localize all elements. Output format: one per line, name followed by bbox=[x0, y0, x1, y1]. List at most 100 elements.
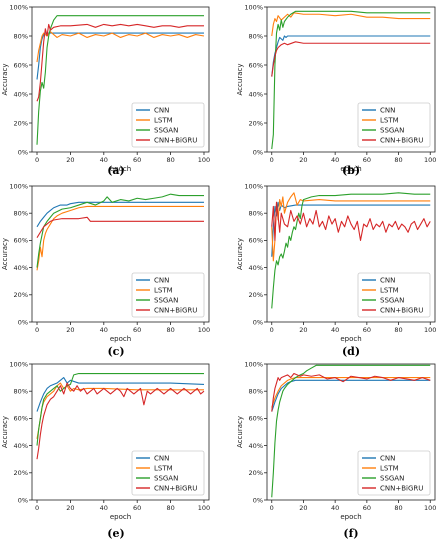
legend-box bbox=[131, 102, 205, 148]
y-tick-label: 0% bbox=[253, 318, 263, 326]
legend-box bbox=[131, 272, 205, 318]
panel-label: (e) bbox=[107, 527, 124, 540]
y-tick-label: 0% bbox=[253, 148, 263, 156]
chart-panel-1: 0% 20% 40% 60% 80% 100% 0 20 40 60 80 100 epoch Accur… bbox=[1, 3, 210, 177]
x-tick-label: 40 bbox=[331, 326, 339, 334]
x-axis-label: epoch bbox=[340, 165, 361, 173]
y-axis-label: Accuracy bbox=[1, 64, 9, 96]
legend: CNN LSTM SSGAN CNN+BiGRU bbox=[357, 102, 431, 148]
panel-label: (b) bbox=[342, 164, 360, 177]
y-tick-label: 40% bbox=[14, 264, 28, 272]
y-tick-label: 0% bbox=[18, 318, 28, 326]
legend-entry: CNN bbox=[154, 107, 169, 115]
series-line-cnn-bigru bbox=[36, 216, 204, 238]
y-tick-label: 60% bbox=[14, 415, 28, 423]
y-tick-label: 20% bbox=[249, 291, 263, 299]
y-tick-label: 80% bbox=[249, 388, 263, 396]
x-tick-label: 20 bbox=[66, 326, 74, 334]
legend-entry: SSGAN bbox=[154, 475, 178, 483]
x-tick-label: 20 bbox=[66, 156, 74, 164]
x-tick-label: 40 bbox=[100, 326, 108, 334]
y-tick-label: 100% bbox=[9, 3, 28, 11]
legend: CNN LSTM SSGAN CNN+BiGRU bbox=[357, 272, 431, 318]
y-tick-label: 40% bbox=[249, 90, 263, 98]
x-tick-label: 0 bbox=[270, 326, 274, 334]
plot-frame bbox=[31, 363, 210, 501]
legend-entry: CNN+BiGRU bbox=[380, 307, 423, 315]
x-tick-label: 60 bbox=[133, 326, 141, 334]
legend-entry: LSTM bbox=[154, 465, 173, 473]
series-line-lstm bbox=[271, 12, 431, 37]
legend-entry: SSGAN bbox=[154, 127, 178, 135]
x-tick-label: 0 bbox=[270, 504, 274, 512]
legend-entry: LSTM bbox=[380, 465, 399, 473]
y-tick-label: 80% bbox=[14, 210, 28, 218]
x-tick-label: 60 bbox=[363, 504, 371, 512]
y-tick-label: 80% bbox=[14, 32, 28, 40]
x-tick-label: 80 bbox=[394, 504, 402, 512]
chart-panel-6: 0% 20% 40% 60% 80% 100% 0 20 40 60 80 100 epoch Accur… bbox=[236, 360, 436, 540]
series-line-ssgan bbox=[271, 10, 431, 150]
x-tick-label: 60 bbox=[363, 156, 371, 164]
y-tick-label: 20% bbox=[14, 119, 28, 127]
y-tick-label: 0% bbox=[18, 148, 28, 156]
legend-entry: LSTM bbox=[380, 117, 399, 125]
y-tick-label: 0% bbox=[253, 496, 263, 504]
x-tick-label: 100 bbox=[424, 326, 436, 334]
y-tick-label: 80% bbox=[249, 210, 263, 218]
x-tick-label: 80 bbox=[166, 156, 174, 164]
x-tick-label: 60 bbox=[133, 504, 141, 512]
legend-entry: CNN bbox=[380, 107, 395, 115]
panel-label: (d) bbox=[342, 345, 360, 358]
legend-entry: CNN+BiGRU bbox=[154, 137, 197, 145]
series-line-lstm bbox=[36, 205, 204, 271]
series-line-cnn-bigru bbox=[271, 41, 431, 77]
legend-entry: SSGAN bbox=[380, 297, 404, 305]
series-line-cnn bbox=[36, 32, 204, 80]
legend-box bbox=[357, 272, 431, 318]
y-tick-label: 60% bbox=[14, 61, 28, 69]
legend-entry: CNN+BiGRU bbox=[380, 137, 423, 145]
series-line-cnn bbox=[36, 201, 204, 228]
y-tick-label: 60% bbox=[249, 415, 263, 423]
x-tick-label: 100 bbox=[198, 156, 210, 164]
x-tick-label: 80 bbox=[394, 326, 402, 334]
x-axis-label: epoch bbox=[110, 165, 131, 173]
x-tick-label: 20 bbox=[299, 504, 307, 512]
y-axis-label: Accuracy bbox=[236, 238, 244, 270]
y-axis-label: Accuracy bbox=[236, 416, 244, 448]
y-tick-label: 80% bbox=[14, 388, 28, 396]
panel-label: (c) bbox=[107, 345, 124, 358]
y-tick-label: 100% bbox=[244, 3, 263, 11]
x-tick-label: 20 bbox=[66, 504, 74, 512]
series-line-ssgan bbox=[271, 364, 431, 498]
x-tick-label: 100 bbox=[198, 326, 210, 334]
x-tick-label: 0 bbox=[35, 504, 39, 512]
legend-box bbox=[357, 450, 431, 496]
x-tick-label: 100 bbox=[424, 156, 436, 164]
y-tick-label: 100% bbox=[244, 182, 263, 190]
series-line-lstm bbox=[36, 31, 205, 63]
legend-entry: LSTM bbox=[154, 117, 173, 125]
x-tick-label: 0 bbox=[35, 156, 39, 164]
plot-frame bbox=[31, 6, 210, 153]
y-tick-label: 0% bbox=[18, 496, 28, 504]
series-line-ssgan bbox=[36, 15, 204, 145]
series-line-ssgan bbox=[36, 372, 204, 446]
y-tick-label: 100% bbox=[244, 360, 263, 368]
y-tick-label: 60% bbox=[14, 237, 28, 245]
y-tick-label: 60% bbox=[249, 237, 263, 245]
legend: CNN LSTM SSGAN CNN+BiGRU bbox=[131, 450, 205, 496]
x-axis-label: epoch bbox=[340, 335, 361, 343]
legend: CNN LSTM SSGAN CNN+BiGRU bbox=[357, 450, 431, 496]
legend-entry: LSTM bbox=[380, 287, 399, 295]
chart-panel-3: 0% 20% 40% 60% 80% 100% 0 20 40 60 80 100 epoch Accur… bbox=[1, 182, 210, 358]
y-tick-label: 80% bbox=[249, 32, 263, 40]
x-tick-label: 100 bbox=[424, 504, 436, 512]
x-tick-label: 40 bbox=[331, 504, 339, 512]
y-tick-label: 40% bbox=[14, 442, 28, 450]
x-tick-label: 40 bbox=[100, 156, 108, 164]
chart-panel-2: 0% 20% 40% 60% 80% 100% 0 20 40 60 80 100 epoch Accur… bbox=[236, 3, 436, 177]
x-axis-label: epoch bbox=[110, 335, 131, 343]
